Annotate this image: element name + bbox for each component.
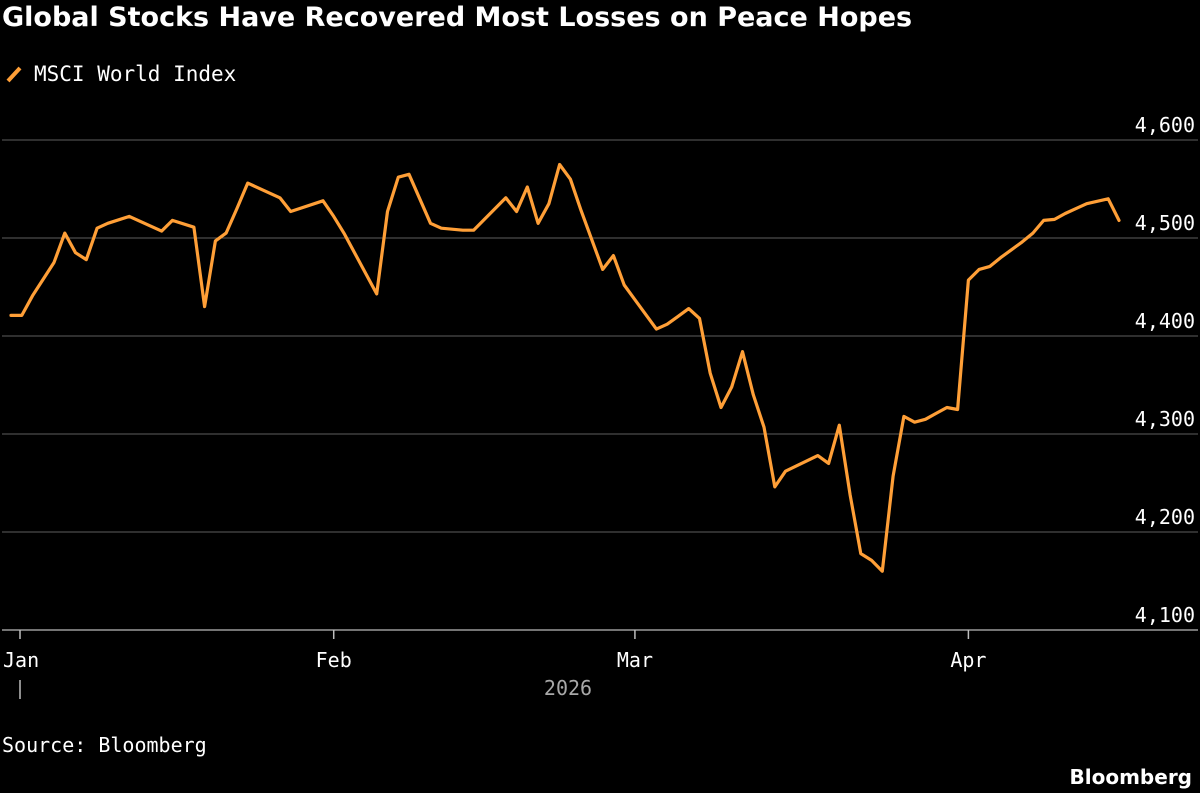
x-tick-label: Jan [3,648,39,672]
series-layer [9,162,1121,573]
x-axis: Jan Feb Mar Apr 2026 [3,630,986,700]
y-tick-label: 4,600 [1135,113,1195,137]
legend-label: MSCI World Index [34,62,237,86]
y-tick-label: 4,400 [1135,309,1195,333]
y-axis-ticks: 4,600 4,500 4,400 4,300 4,200 4,100 [1135,113,1195,627]
y-tick-label: 4,200 [1135,505,1195,529]
x-tick-label: Apr [950,648,986,672]
series-line-msci-world-index [9,162,1121,573]
y-tick-label: 4,300 [1135,407,1195,431]
bloomberg-logo: Bloomberg [1069,765,1192,789]
legend-line-icon [4,63,26,85]
grid-lines [2,139,1198,631]
x-tick-label: Mar [617,648,653,672]
y-tick-label: 4,100 [1135,603,1195,627]
legend: MSCI World Index [4,62,236,86]
x-tick-label: Feb [316,648,352,672]
y-tick-label: 4,500 [1135,211,1195,235]
chart-title: Global Stocks Have Recovered Most Losses… [2,2,913,33]
source-note: Source: Bloomberg [2,733,207,757]
x-year-label: 2026 [544,676,592,700]
